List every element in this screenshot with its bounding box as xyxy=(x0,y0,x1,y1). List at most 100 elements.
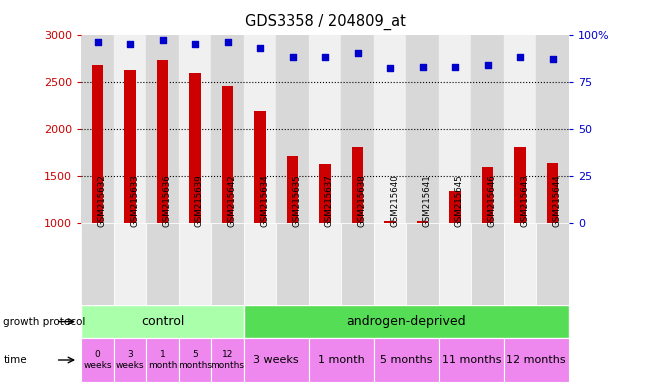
Bar xyxy=(92,65,103,223)
Bar xyxy=(417,221,428,223)
Bar xyxy=(406,223,439,305)
Bar xyxy=(254,111,266,223)
Bar xyxy=(319,164,331,223)
Bar xyxy=(374,223,406,305)
Point xyxy=(222,39,233,45)
Bar xyxy=(81,35,114,223)
Bar xyxy=(276,35,309,223)
Bar xyxy=(449,191,461,223)
Point xyxy=(157,37,168,43)
Bar xyxy=(179,338,211,382)
Point xyxy=(255,45,265,51)
Bar xyxy=(341,35,374,223)
Text: 0
weeks: 0 weeks xyxy=(83,350,112,370)
Bar xyxy=(211,338,244,382)
Point xyxy=(190,41,200,47)
Bar xyxy=(406,35,439,223)
Bar xyxy=(374,35,406,223)
Text: 11 months: 11 months xyxy=(441,355,501,365)
Text: GSM215634: GSM215634 xyxy=(260,174,269,227)
Bar xyxy=(471,223,504,305)
Text: control: control xyxy=(141,315,184,328)
Text: GSM215645: GSM215645 xyxy=(455,174,464,227)
Text: GSM215633: GSM215633 xyxy=(130,174,139,227)
Text: GSM215635: GSM215635 xyxy=(292,174,302,227)
Text: GSM215636: GSM215636 xyxy=(162,174,172,227)
Text: time: time xyxy=(3,355,27,365)
Bar xyxy=(309,338,374,382)
Bar xyxy=(482,167,493,223)
Point xyxy=(482,61,493,68)
Bar xyxy=(384,221,396,223)
Bar xyxy=(287,156,298,223)
Bar xyxy=(244,223,276,305)
Bar xyxy=(81,223,114,305)
Bar xyxy=(146,223,179,305)
Bar xyxy=(81,305,244,338)
Point xyxy=(547,56,558,62)
Text: GSM215640: GSM215640 xyxy=(390,174,399,227)
Point xyxy=(92,39,103,45)
Bar xyxy=(471,35,504,223)
Point xyxy=(417,63,428,70)
Bar xyxy=(547,162,558,223)
Bar xyxy=(114,223,146,305)
Bar xyxy=(352,147,363,223)
Bar xyxy=(504,338,569,382)
Point xyxy=(125,41,135,47)
Text: GSM215641: GSM215641 xyxy=(422,174,432,227)
Bar xyxy=(309,35,341,223)
Text: 1 month: 1 month xyxy=(318,355,365,365)
Point xyxy=(352,50,363,56)
Bar xyxy=(504,223,536,305)
Bar xyxy=(211,35,244,223)
Bar xyxy=(211,223,244,305)
Bar xyxy=(114,338,146,382)
Text: 3
weeks: 3 weeks xyxy=(116,350,144,370)
Text: 3 weeks: 3 weeks xyxy=(254,355,299,365)
Bar xyxy=(439,223,471,305)
Text: 12
months: 12 months xyxy=(211,350,244,370)
Bar xyxy=(341,223,374,305)
Point xyxy=(450,63,460,70)
Text: androgen-deprived: androgen-deprived xyxy=(346,315,466,328)
Bar xyxy=(114,35,146,223)
Bar xyxy=(179,223,211,305)
Bar xyxy=(504,35,536,223)
Bar xyxy=(189,73,201,223)
Text: GSM215632: GSM215632 xyxy=(98,174,107,227)
Bar xyxy=(309,223,341,305)
Bar xyxy=(536,223,569,305)
Text: GSM215643: GSM215643 xyxy=(520,174,529,227)
Bar xyxy=(81,338,114,382)
Point xyxy=(320,54,330,60)
Text: 1
month: 1 month xyxy=(148,350,177,370)
Bar xyxy=(146,35,179,223)
Bar xyxy=(276,223,309,305)
Bar xyxy=(222,86,233,223)
Text: GSM215637: GSM215637 xyxy=(325,174,334,227)
Bar xyxy=(439,338,504,382)
Text: growth protocol: growth protocol xyxy=(3,316,86,327)
Bar xyxy=(439,35,471,223)
Bar xyxy=(146,338,179,382)
Bar xyxy=(536,35,569,223)
Bar xyxy=(179,35,211,223)
Text: GSM215638: GSM215638 xyxy=(358,174,367,227)
Text: 12 months: 12 months xyxy=(506,355,566,365)
Text: GDS3358 / 204809_at: GDS3358 / 204809_at xyxy=(244,13,406,30)
Text: GSM215642: GSM215642 xyxy=(227,174,237,227)
Bar xyxy=(244,35,276,223)
Text: GSM215639: GSM215639 xyxy=(195,174,204,227)
Bar xyxy=(124,70,136,223)
Point xyxy=(515,54,525,60)
Text: GSM215646: GSM215646 xyxy=(488,174,497,227)
Bar xyxy=(514,147,526,223)
Bar xyxy=(244,305,569,338)
Bar xyxy=(244,338,309,382)
Text: 5 months: 5 months xyxy=(380,355,432,365)
Text: 5
months: 5 months xyxy=(178,350,212,370)
Text: GSM215644: GSM215644 xyxy=(552,174,562,227)
Point xyxy=(385,65,395,71)
Bar xyxy=(374,338,439,382)
